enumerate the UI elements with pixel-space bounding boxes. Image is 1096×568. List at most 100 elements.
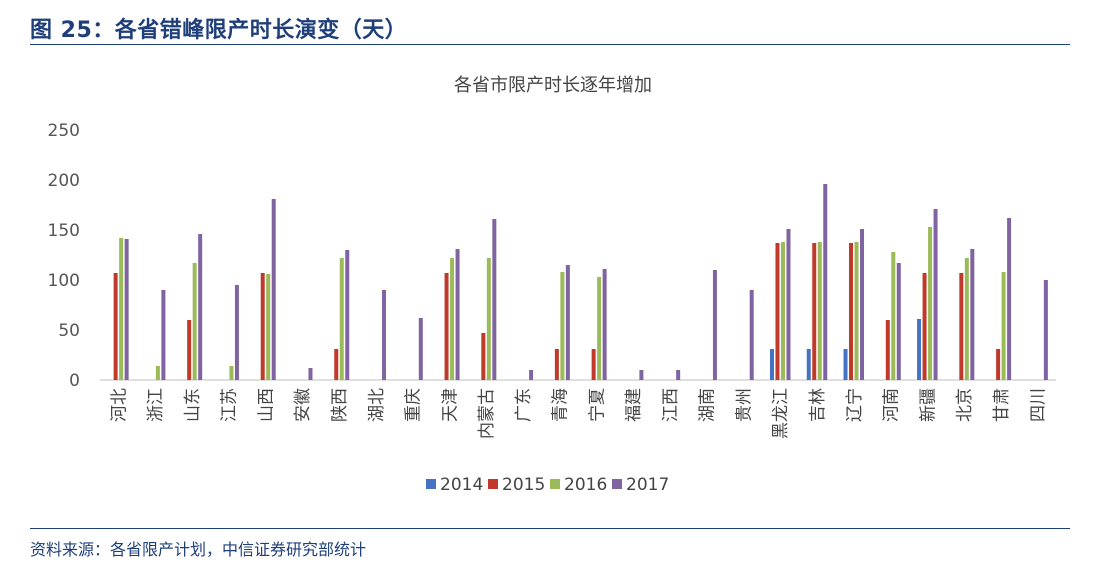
bar-2017-18	[786, 229, 791, 380]
bar-2017-19	[823, 184, 828, 380]
bar-2015-6	[334, 349, 339, 380]
x-category-label: 河北	[109, 388, 129, 422]
bar-2017-4	[271, 199, 276, 380]
bar-2017-9	[455, 249, 460, 380]
x-axis: 河北 浙江 山东 江苏 山西 安徽 陕西 湖北 重庆 天津 内蒙古 广东 青海 宁夏 福建 江西 湖南 贵州 黑龙江…	[109, 388, 1048, 439]
x-category-label: 甘肃	[992, 388, 1012, 422]
bar-2016-20	[854, 242, 859, 380]
bar-2015-20	[849, 243, 854, 380]
bar-2017-3	[234, 285, 239, 380]
bar-2016-12	[560, 272, 565, 380]
x-category-label: 江苏	[220, 388, 240, 422]
legend-swatch-2016	[550, 479, 560, 489]
bar-2014-18	[769, 349, 774, 380]
bar-2017-6	[345, 250, 350, 380]
bar-2016-18	[780, 242, 785, 380]
bar-2017-15	[676, 370, 681, 380]
bar-2014-20	[843, 349, 848, 380]
x-category-label: 湖北	[367, 388, 387, 422]
x-category-label: 山西	[256, 388, 276, 422]
bar-2015-21	[885, 320, 890, 380]
bar-2017-20	[860, 229, 865, 380]
bar-chart: 各省市限产时长逐年增加 0 50 100 150 200 250 河北 浙江 山东 江苏 山西 安徽…	[48, 75, 1056, 495]
bar-2016-21	[891, 252, 896, 380]
legend-label: 2014	[440, 475, 483, 495]
x-category-label: 吉林	[808, 388, 828, 422]
bar-2016-6	[339, 258, 344, 380]
bar-2015-4	[260, 273, 265, 380]
bar-2016-23	[964, 258, 969, 380]
x-category-label: 陕西	[330, 388, 350, 422]
legend-label: 2017	[626, 475, 669, 495]
bars	[113, 184, 1048, 380]
x-category-label: 福建	[624, 388, 644, 422]
legend-swatch-2017	[612, 479, 622, 489]
x-category-label: 安徽	[293, 388, 313, 422]
bar-2017-25	[1043, 280, 1048, 380]
bar-2016-2	[192, 263, 197, 380]
x-category-label: 内蒙古	[477, 388, 497, 439]
bar-2015-19	[812, 243, 817, 380]
bar-2016-10	[486, 258, 491, 380]
bar-2015-10	[481, 333, 486, 380]
figure-title: 图 25：各省错峰限产时长演变（天）	[30, 18, 408, 43]
y-tick-label: 0	[69, 371, 80, 391]
chart-title: 各省市限产时长逐年增加	[454, 75, 652, 96]
x-category-label: 山东	[183, 388, 203, 422]
bar-2017-16	[712, 270, 717, 380]
x-category-label: 河南	[882, 388, 902, 422]
legend-label: 2016	[564, 475, 607, 495]
x-category-label: 湖南	[698, 388, 718, 422]
bar-2014-22	[917, 319, 922, 380]
bar-2017-8	[418, 318, 423, 380]
bar-2017-10	[492, 219, 497, 380]
bar-2017-11	[529, 370, 534, 380]
bar-2017-22	[933, 209, 938, 380]
legend: 2014 2015 2016 2017	[426, 475, 669, 495]
bar-2017-1	[161, 290, 166, 380]
bar-2015-24	[996, 349, 1001, 380]
bar-2017-21	[896, 263, 901, 380]
legend-label: 2015	[502, 475, 545, 495]
y-tick-label: 250	[48, 121, 80, 141]
x-category-label: 黑龙江	[771, 388, 791, 439]
bar-2017-23	[970, 249, 975, 380]
bar-2016-19	[817, 242, 822, 380]
x-category-label: 重庆	[404, 388, 424, 422]
bar-2017-5	[308, 368, 313, 380]
bar-2016-4	[266, 274, 271, 380]
bar-2016-24	[1001, 272, 1006, 380]
bar-2017-7	[382, 290, 387, 380]
bar-2016-13	[597, 277, 602, 380]
x-category-label: 青海	[551, 388, 571, 422]
bar-2017-2	[198, 234, 203, 380]
x-category-label: 贵州	[734, 388, 754, 422]
x-category-label: 浙江	[146, 388, 166, 422]
bar-2017-17	[749, 290, 754, 380]
bar-2016-0	[119, 238, 124, 380]
bar-2015-12	[554, 349, 559, 380]
bar-2016-22	[928, 227, 933, 380]
bar-2014-19	[806, 349, 811, 380]
y-tick-label: 200	[48, 171, 80, 191]
x-category-label: 辽宁	[845, 388, 865, 422]
source-note: 资料来源：各省限产计划，中信证券研究部统计	[30, 540, 367, 559]
footer-divider	[30, 528, 1070, 529]
bar-2017-14	[639, 370, 644, 380]
x-category-label: 广东	[514, 388, 534, 422]
x-category-label: 新疆	[918, 388, 938, 422]
bar-2015-13	[591, 349, 596, 380]
x-category-label: 江西	[661, 388, 681, 422]
bar-2017-24	[1007, 218, 1012, 380]
y-tick-label: 100	[48, 271, 80, 291]
x-category-label: 宁夏	[587, 388, 607, 422]
bar-2015-9	[444, 273, 449, 380]
x-category-label: 天津	[440, 388, 460, 422]
bar-2016-3	[229, 366, 234, 380]
y-tick-label: 150	[48, 221, 80, 241]
legend-swatch-2015	[488, 479, 498, 489]
title-divider	[30, 44, 1070, 45]
bar-2015-23	[959, 273, 964, 380]
x-category-label: 北京	[955, 388, 975, 422]
legend-swatch-2014	[426, 479, 436, 489]
